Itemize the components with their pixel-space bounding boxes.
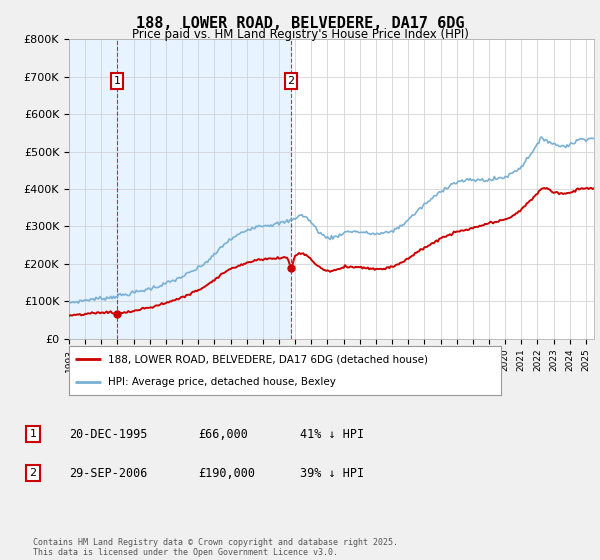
Text: 1: 1 [29,429,37,439]
Text: 1: 1 [113,76,121,86]
Text: 41% ↓ HPI: 41% ↓ HPI [300,427,364,441]
Text: 2: 2 [29,468,37,478]
Text: 2: 2 [287,76,295,86]
Text: £66,000: £66,000 [198,427,248,441]
Text: 29-SEP-2006: 29-SEP-2006 [69,466,148,480]
Text: 20-DEC-1995: 20-DEC-1995 [69,427,148,441]
Text: £190,000: £190,000 [198,466,255,480]
Text: 188, LOWER ROAD, BELVEDERE, DA17 6DG (detached house): 188, LOWER ROAD, BELVEDERE, DA17 6DG (de… [108,354,428,365]
Text: 188, LOWER ROAD, BELVEDERE, DA17 6DG: 188, LOWER ROAD, BELVEDERE, DA17 6DG [136,16,464,31]
Text: Contains HM Land Registry data © Crown copyright and database right 2025.
This d: Contains HM Land Registry data © Crown c… [33,538,398,557]
Bar [69,39,291,339]
Text: 39% ↓ HPI: 39% ↓ HPI [300,466,364,480]
Text: Price paid vs. HM Land Registry's House Price Index (HPI): Price paid vs. HM Land Registry's House … [131,28,469,41]
Text: HPI: Average price, detached house, Bexley: HPI: Average price, detached house, Bexl… [108,377,336,388]
